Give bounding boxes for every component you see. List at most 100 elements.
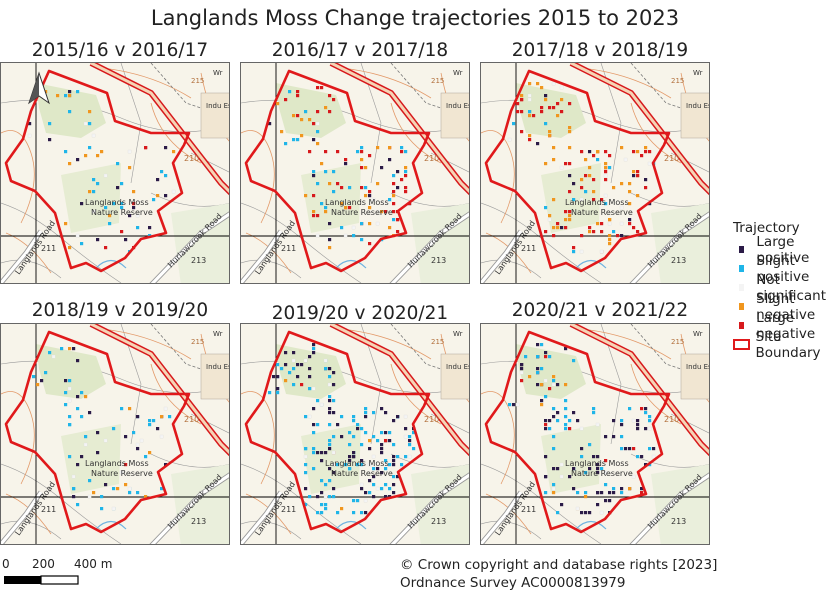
legend-title: Trajectory bbox=[733, 220, 800, 236]
trajectory-cell bbox=[568, 162, 572, 166]
trajectory-cell bbox=[544, 351, 548, 355]
trajectory-cell bbox=[312, 210, 316, 214]
trajectory-cell bbox=[584, 190, 588, 194]
trajectory-cell bbox=[608, 491, 612, 495]
trajectory-cell bbox=[340, 202, 344, 206]
trajectory-cell bbox=[308, 495, 312, 499]
trajectory-cell bbox=[312, 343, 316, 347]
trajectory-cell bbox=[136, 447, 140, 451]
wr-label: Wr bbox=[693, 330, 703, 338]
trajectory-cell bbox=[288, 90, 292, 94]
trajectory-cell bbox=[640, 455, 644, 459]
trajectory-cell bbox=[404, 455, 408, 459]
trajectory-cell bbox=[296, 375, 300, 379]
trajectory-cell bbox=[372, 483, 376, 487]
trajectory-cell bbox=[388, 439, 392, 443]
trajectory-cell bbox=[352, 451, 356, 455]
trajectory-cell bbox=[584, 158, 588, 162]
trajectory-cell bbox=[64, 391, 68, 395]
trajectory-cell bbox=[320, 162, 324, 166]
trajectory-cell bbox=[87, 494, 92, 499]
copyright-notice: © Crown copyright and database rights [2… bbox=[400, 556, 717, 592]
trajectory-cell bbox=[139, 438, 144, 443]
trajectory-cell bbox=[576, 419, 580, 423]
trajectory-cell bbox=[100, 507, 104, 511]
trajectory-cell bbox=[596, 467, 600, 471]
trajectory-cell bbox=[116, 186, 120, 190]
trajectory-cell bbox=[324, 367, 328, 371]
trajectory-cell bbox=[552, 198, 556, 202]
trajectory-cell bbox=[528, 134, 532, 138]
contour-label: 210 bbox=[664, 415, 679, 424]
trajectory-cell bbox=[588, 467, 592, 471]
trajectory-cell bbox=[284, 142, 288, 146]
trajectory-cell bbox=[336, 463, 340, 467]
trajectory-cell bbox=[552, 467, 556, 471]
trajectory-cell bbox=[608, 242, 612, 246]
trajectory-cell bbox=[71, 474, 76, 479]
trajectory-cell bbox=[312, 447, 316, 451]
trajectory-cell bbox=[580, 447, 584, 451]
trajectory-cell bbox=[320, 202, 324, 206]
trajectory-cell bbox=[588, 230, 592, 234]
scale-tick-0: 0 bbox=[2, 557, 10, 571]
trajectory-cell bbox=[588, 226, 592, 230]
contour-label: 215 bbox=[191, 77, 204, 85]
trajectory-cell bbox=[324, 483, 328, 487]
trajectory-cell bbox=[76, 503, 80, 507]
trajectory-cell bbox=[160, 487, 164, 491]
trajectory-cell bbox=[332, 471, 336, 475]
trajectory-cell bbox=[164, 146, 168, 150]
trajectory-cell bbox=[559, 165, 564, 170]
trajectory-cell bbox=[520, 367, 524, 371]
trajectory-cell bbox=[64, 94, 68, 98]
trajectory-cell bbox=[316, 86, 320, 90]
trajectory-cell bbox=[604, 459, 608, 463]
stream bbox=[335, 520, 367, 530]
trajectory-cell bbox=[360, 487, 364, 491]
trajectory-cell bbox=[48, 138, 52, 142]
trajectory-cell bbox=[592, 407, 596, 411]
trajectory-cell bbox=[303, 358, 308, 363]
trajectory-cell bbox=[380, 431, 384, 435]
trajectory-cell bbox=[644, 146, 648, 150]
trajectory-cell bbox=[588, 174, 592, 178]
side-road bbox=[630, 212, 709, 283]
trajectory-cell bbox=[608, 218, 612, 222]
trajectory-cell bbox=[400, 178, 404, 182]
trajectory-cell bbox=[356, 499, 360, 503]
trajectory-cell bbox=[519, 370, 524, 375]
trajectory-cell bbox=[328, 443, 332, 447]
trajectory-cell bbox=[344, 463, 348, 467]
trajectory-cell bbox=[636, 194, 640, 198]
trajectory-cell bbox=[340, 186, 344, 190]
trajectory-cell bbox=[311, 386, 316, 391]
trajectory-cell bbox=[331, 450, 336, 455]
trajectory-cell bbox=[400, 146, 404, 150]
legend-swatch bbox=[739, 246, 745, 253]
trajectory-cell bbox=[400, 463, 404, 467]
trajectory-cell bbox=[652, 447, 656, 451]
trajectory-cell bbox=[104, 483, 108, 487]
panel-title-6: 2020/21 v 2021/22 bbox=[511, 300, 689, 321]
trajectory-cell bbox=[104, 206, 108, 210]
panel-title-3: 2017/18 v 2018/19 bbox=[511, 40, 689, 61]
trajectory-cell bbox=[592, 154, 596, 158]
panel-title-5: 2019/20 v 2020/21 bbox=[271, 303, 449, 324]
trajectory-cell bbox=[596, 463, 600, 467]
trajectory-cell bbox=[68, 455, 72, 459]
trajectory-cell bbox=[328, 479, 332, 483]
trajectory-cell bbox=[120, 202, 124, 206]
trajectory-cell bbox=[596, 491, 600, 495]
trajectory-cell bbox=[628, 222, 632, 226]
trajectory-cell bbox=[64, 150, 68, 154]
trajectory-cell bbox=[316, 511, 320, 515]
trajectory-cell bbox=[68, 246, 72, 250]
trajectory-cell bbox=[152, 198, 156, 202]
trajectory-cell bbox=[560, 98, 564, 102]
trajectory-cell bbox=[408, 439, 412, 443]
trajectory-cells bbox=[507, 81, 656, 254]
trajectory-cell bbox=[316, 182, 320, 186]
trajectory-cell bbox=[552, 226, 556, 230]
trajectory-cell bbox=[392, 463, 396, 467]
